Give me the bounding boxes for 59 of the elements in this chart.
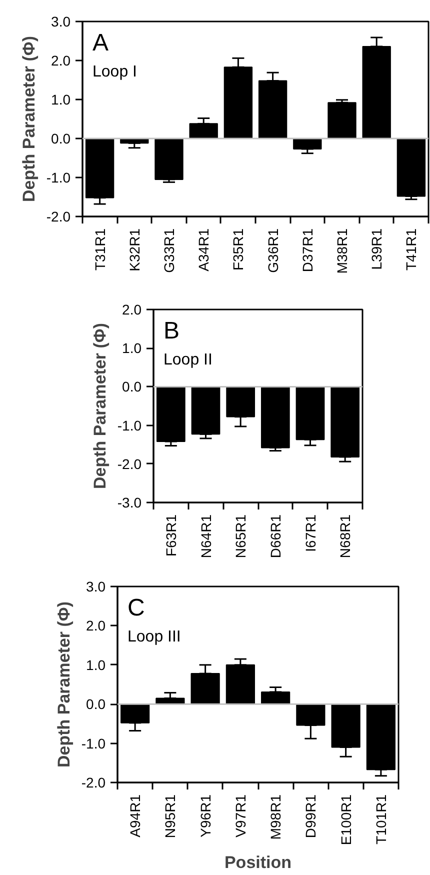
x-tick-label: N65R1 [232, 514, 249, 558]
bar [328, 102, 356, 139]
x-tick-label: N64R1 [198, 514, 214, 558]
bar [189, 123, 218, 139]
bar [261, 691, 290, 705]
annotation: Loop II [164, 352, 212, 368]
y-tick-label: 1.0 [86, 656, 106, 673]
annotation: A [92, 30, 109, 56]
annotation: B [164, 318, 180, 344]
annotation: Loop I [92, 64, 137, 80]
annotation: C [128, 594, 145, 622]
y-tick-label: -2.0 [46, 208, 71, 224]
y-tick-label: 0.0 [86, 696, 106, 712]
y-axis-title: Depth Parameter (Φ) [90, 322, 110, 490]
x-tick-label: G36R1 [264, 228, 281, 273]
annotation: Loop III [128, 628, 181, 646]
y-tick-label: -1.0 [81, 735, 106, 752]
y-axis-title: Depth Parameter (Φ) [19, 36, 38, 202]
x-tick-label: N68R1 [337, 514, 354, 558]
x-tick-label: I67R1 [302, 514, 318, 552]
x-tick-label: F63R1 [162, 514, 179, 557]
x-tick-label: A34R1 [196, 228, 212, 272]
y-tick-label: -2.0 [117, 456, 142, 472]
x-tick-label: T41R1 [403, 228, 420, 271]
y-tick-label: 0.0 [51, 130, 71, 146]
y-tick-label: 2.0 [51, 52, 71, 68]
x-tick-label: F35R1 [230, 228, 246, 271]
y-axis-title: Depth Parameter (Φ) [54, 601, 74, 768]
x-tick-label: T31R1 [92, 228, 108, 271]
x-tick-label: T101R1 [372, 794, 389, 844]
x-tick-label: E100R1 [338, 794, 354, 846]
y-tick-label: -3.0 [117, 494, 142, 510]
bar [396, 138, 426, 197]
bar [293, 138, 322, 150]
y-tick-label: -1.0 [46, 170, 71, 186]
x-tick-label: G33R1 [161, 228, 177, 273]
x-tick-label: M38R1 [334, 228, 350, 274]
x-tick-label: D37R1 [299, 228, 316, 272]
x-tick-label: V97R1 [232, 794, 248, 838]
y-tick-label: -2.0 [81, 774, 106, 790]
y-tick-label: 3.0 [86, 578, 106, 594]
x-tick-label: D99R1 [302, 794, 319, 838]
y-tick-label: 1.0 [122, 340, 142, 356]
y-tick-label: 2.0 [122, 302, 142, 318]
x-axis-title: Position [224, 853, 292, 872]
x-tick-label: K32R1 [126, 228, 142, 272]
y-tick-label: 2.0 [86, 618, 106, 634]
y-tick-label: 1.0 [51, 92, 71, 108]
y-tick-label: -1.0 [117, 417, 142, 434]
x-tick-label: D66R1 [267, 514, 284, 558]
y-tick-label: 3.0 [51, 14, 71, 30]
x-tick-label: M98R1 [268, 794, 284, 840]
bar [226, 664, 255, 705]
bar [154, 138, 184, 180]
x-tick-label: Y96R1 [197, 794, 214, 838]
y-tick-label: 0.0 [122, 378, 142, 395]
x-tick-label: L39R1 [368, 228, 385, 270]
x-tick-label: A94R1 [127, 794, 144, 838]
x-tick-label: N95R1 [162, 794, 178, 838]
